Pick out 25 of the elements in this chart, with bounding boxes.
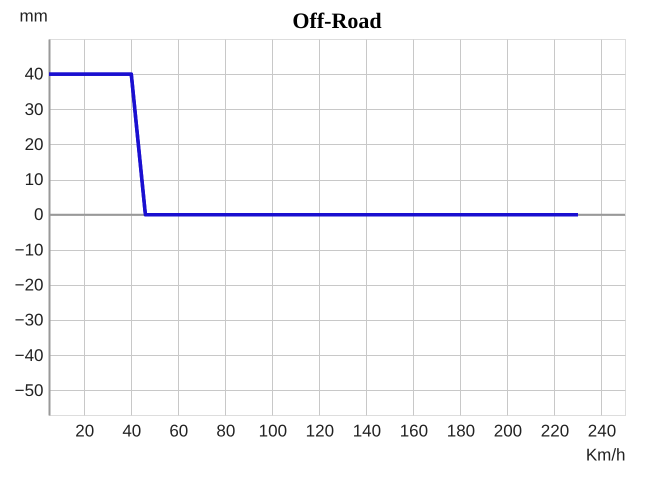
x-tick-label: 40 bbox=[122, 422, 142, 440]
x-tick-label: 20 bbox=[75, 422, 94, 440]
x-tick-label: 100 bbox=[258, 422, 288, 440]
x-tick-label: 160 bbox=[400, 422, 428, 440]
y-tick-label: −50 bbox=[14, 380, 44, 400]
y-tick-label: 20 bbox=[24, 134, 44, 154]
y-tick-label: −20 bbox=[14, 275, 44, 294]
y-tick-label: 30 bbox=[24, 100, 44, 119]
y-axis-title: mm bbox=[20, 6, 48, 26]
x-tick-label: 240 bbox=[588, 422, 616, 440]
x-tick-label: 200 bbox=[494, 422, 522, 440]
x-tick-label: 60 bbox=[169, 422, 188, 440]
x-tick-label: 140 bbox=[352, 422, 382, 440]
y-tick-label: −40 bbox=[14, 346, 44, 365]
y-tick-label: −30 bbox=[14, 310, 44, 330]
x-tick-label: 220 bbox=[540, 422, 570, 440]
chart-title: Off-Road bbox=[292, 8, 382, 33]
y-tick-label: 0 bbox=[34, 205, 44, 224]
x-axis-title: Km/h bbox=[586, 446, 626, 464]
x-tick-label: 180 bbox=[446, 422, 476, 440]
y-tick-label: 10 bbox=[24, 170, 44, 190]
y-tick-label: −10 bbox=[14, 240, 44, 260]
x-tick-label: 120 bbox=[306, 422, 334, 440]
x-tick-label: 80 bbox=[216, 422, 236, 440]
y-tick-label: 40 bbox=[24, 64, 44, 84]
